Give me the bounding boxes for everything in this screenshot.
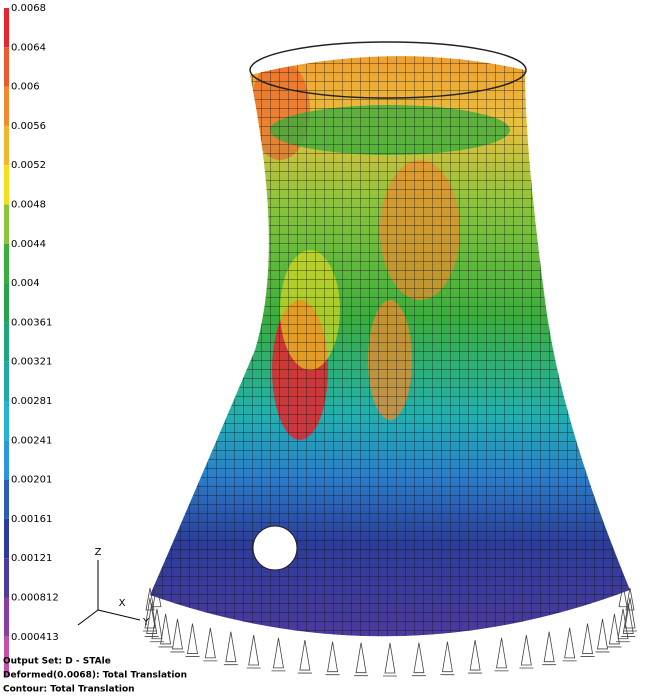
support (411, 642, 426, 677)
support (542, 631, 557, 666)
legend-swatch (4, 401, 9, 441)
legend-label: 0.00361 (11, 317, 52, 328)
legend-swatch (4, 243, 9, 284)
legend-swatch (4, 47, 9, 87)
axis-label: Y (142, 617, 150, 628)
support (223, 631, 238, 666)
legend-label: 0.0048 (11, 200, 46, 211)
support (152, 584, 162, 608)
legend-swatch (4, 204, 9, 244)
legend-swatch (4, 440, 9, 480)
axis-triad: Z X Y (77, 547, 150, 628)
legend-label: 0.00281 (11, 396, 52, 407)
legend-swatch (4, 283, 9, 323)
support (143, 597, 157, 632)
support (185, 623, 200, 657)
legend-swatch (4, 479, 9, 519)
legend-swatch (4, 558, 9, 598)
support (562, 627, 577, 662)
legend-label: 0.0056 (11, 121, 46, 132)
support (580, 623, 595, 657)
support (440, 641, 455, 676)
legend-label: 0.000413 (11, 632, 59, 643)
legend-label: 0.00121 (11, 553, 52, 564)
legend-label: 0.0068 (11, 3, 46, 14)
legend-label: 0.0044 (11, 239, 46, 250)
legend-swatch (4, 8, 9, 48)
legend-swatch (4, 165, 9, 205)
axis-label: X (119, 598, 126, 609)
legend-label: 0.00241 (11, 435, 52, 446)
support (623, 597, 637, 632)
legend-swatch (4, 597, 9, 637)
support (144, 603, 159, 637)
support (271, 637, 286, 672)
support (618, 584, 628, 608)
legend-swatch (4, 636, 9, 677)
support (158, 613, 173, 648)
support (354, 642, 369, 677)
legend-swatch (4, 361, 9, 401)
support (145, 587, 155, 611)
support (170, 618, 185, 653)
support (494, 637, 509, 672)
legend-label: 0.004 (11, 278, 40, 289)
support (468, 640, 483, 674)
color-legend: 0.0068 0.0064 0.006 0.0056 0.0052 0.0048 0.004… (4, 3, 59, 677)
legend-label: 0.00321 (11, 357, 52, 368)
support (246, 634, 261, 669)
legend-swatch (4, 86, 9, 126)
footer-line: Output Set: D - STAle (3, 657, 111, 667)
support (607, 613, 622, 648)
footer-line: Deformed(0.0068): Total Translation (3, 671, 187, 681)
footer-line: Contour: Total Translation (3, 685, 135, 695)
supports (143, 584, 637, 677)
legend-swatch (4, 322, 9, 362)
legend-label: 0.000812 (11, 593, 59, 604)
support (595, 618, 610, 653)
support (621, 603, 636, 637)
axis-label: Z (95, 547, 102, 558)
legend-label: 0.006 (11, 82, 40, 93)
support (297, 640, 312, 674)
legend-label: 0.0052 (11, 160, 46, 171)
legend-swatch (4, 125, 9, 166)
legend-swatch (4, 518, 9, 559)
support (519, 634, 534, 669)
support (616, 608, 631, 643)
legend-label: 0.00161 (11, 514, 52, 525)
legend-label: 0.0064 (11, 42, 46, 53)
support (625, 587, 635, 611)
support (325, 641, 340, 676)
legend-label: 0.00201 (11, 475, 52, 486)
support (383, 642, 397, 677)
support (203, 627, 218, 662)
